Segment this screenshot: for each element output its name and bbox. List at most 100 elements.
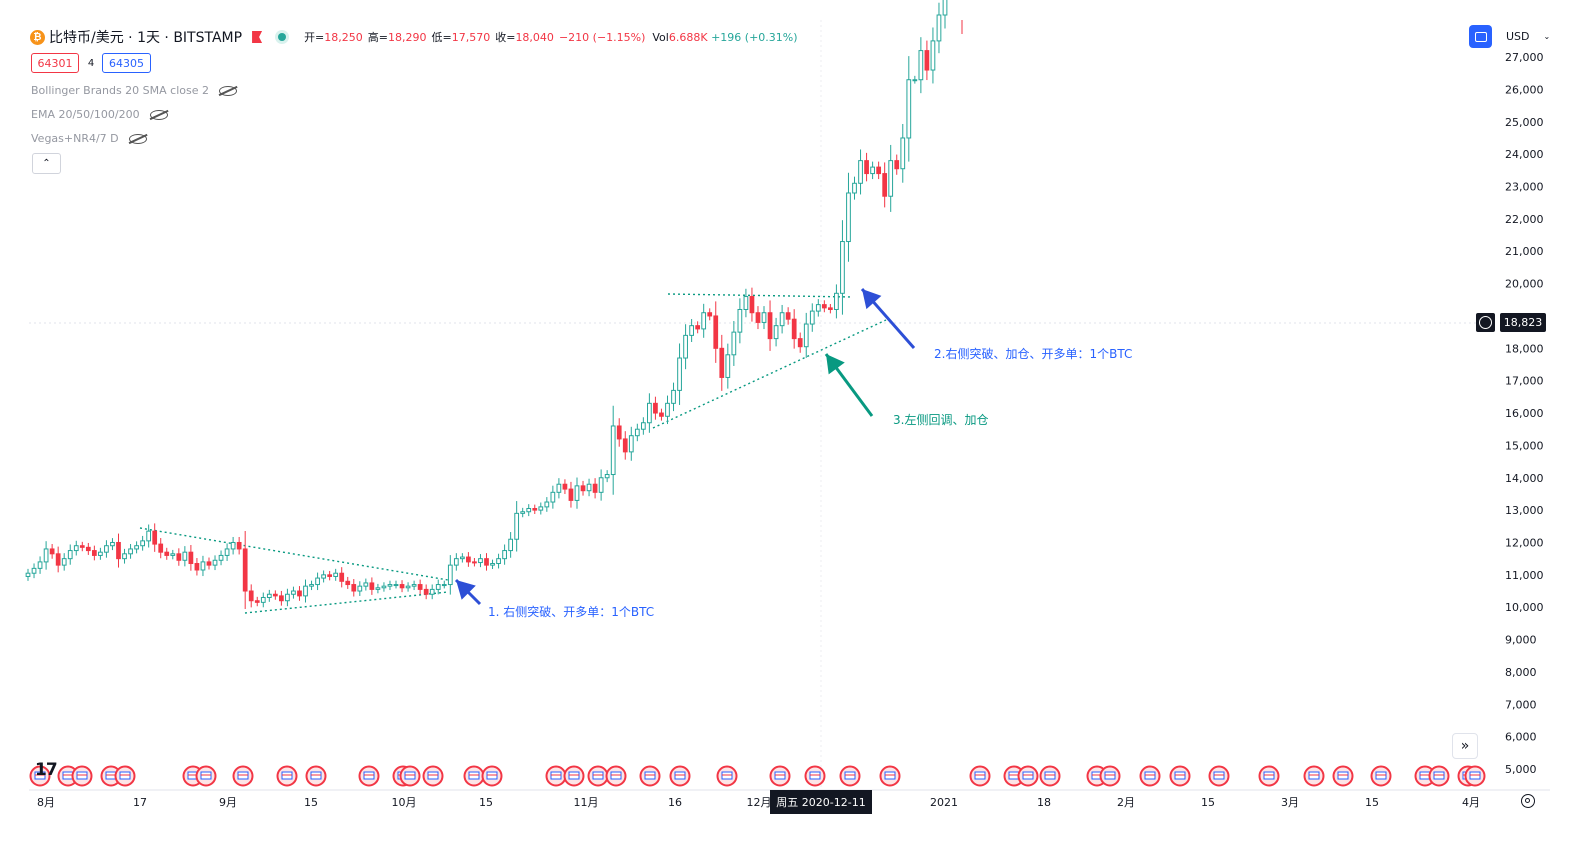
candle-body bbox=[170, 553, 176, 556]
candle bbox=[188, 544, 194, 571]
candle bbox=[459, 553, 465, 563]
candle-body bbox=[447, 564, 453, 586]
candle-body bbox=[556, 483, 562, 493]
candle-body bbox=[345, 580, 351, 586]
event-flag-icon bbox=[1303, 765, 1325, 787]
indicator-bollinger[interactable]: Bollinger Brands 20 SMA close 2 bbox=[31, 84, 237, 97]
candle-body bbox=[164, 551, 170, 556]
candle-body bbox=[429, 588, 435, 595]
scroll-to-realtime-button[interactable]: » bbox=[1452, 733, 1478, 759]
candle bbox=[266, 589, 272, 602]
candle bbox=[906, 56, 912, 162]
candle bbox=[508, 532, 514, 558]
candle-body bbox=[900, 137, 906, 170]
candle-body bbox=[206, 561, 212, 566]
candle-body bbox=[417, 584, 423, 590]
event-flag-icon bbox=[305, 765, 327, 787]
candle-body bbox=[779, 312, 785, 327]
candle bbox=[279, 590, 284, 606]
candle-body bbox=[236, 541, 242, 550]
event-flag-icon bbox=[639, 765, 661, 787]
event-flag-icon bbox=[1428, 765, 1450, 787]
trendline bbox=[667, 293, 853, 298]
candle bbox=[37, 556, 43, 574]
candle bbox=[737, 298, 743, 344]
flag-icon[interactable] bbox=[252, 31, 263, 43]
candle-body bbox=[43, 548, 49, 563]
candle-body bbox=[116, 541, 121, 560]
indicator-vegas[interactable]: Vegas+NR4/7 D bbox=[31, 132, 147, 145]
candle-body bbox=[894, 160, 900, 170]
tradingview-logo[interactable]: 17 bbox=[35, 760, 58, 780]
candle-body bbox=[876, 166, 882, 175]
candle-body bbox=[200, 561, 206, 571]
candle-body bbox=[303, 585, 308, 597]
sell-price-button[interactable]: 64301 bbox=[31, 53, 79, 73]
candle bbox=[604, 470, 610, 483]
candle bbox=[339, 567, 345, 588]
indicator-label: Bollinger Brands 20 SMA close 2 bbox=[31, 84, 209, 97]
eye-hidden-icon[interactable] bbox=[149, 109, 168, 120]
event-flag-icon bbox=[1332, 765, 1354, 787]
candle bbox=[864, 152, 869, 182]
indicator-label: EMA 20/50/100/200 bbox=[31, 108, 140, 121]
x-tick-label: 17 bbox=[133, 796, 147, 809]
x-axis: 8月 17 9月 15 10月 15 11月 16 12月 2021 18 2月 15 3月 15 4月 bbox=[37, 796, 1480, 809]
eye-hidden-icon[interactable] bbox=[128, 133, 147, 144]
y-tick-label: 13,000 bbox=[1505, 504, 1544, 517]
candle-body bbox=[140, 540, 145, 547]
event-flag-icon bbox=[587, 765, 609, 787]
candle-body bbox=[809, 310, 815, 325]
y-tick-label: 24,000 bbox=[1505, 148, 1544, 161]
candle-body bbox=[659, 412, 664, 417]
volume-readout: Vol6.688K +196 (+0.31%) bbox=[652, 30, 798, 44]
event-flag-icon bbox=[71, 765, 93, 787]
collapse-indicators-button[interactable]: ⌃ bbox=[32, 153, 61, 174]
candle-body bbox=[616, 425, 622, 440]
x-tick-label: 12月 bbox=[747, 796, 772, 809]
candle bbox=[852, 176, 857, 200]
candle-body bbox=[297, 590, 302, 597]
eye-hidden-icon[interactable] bbox=[219, 85, 237, 96]
x-tick-label: 2月 bbox=[1117, 796, 1135, 809]
candle-body bbox=[773, 325, 779, 340]
candle bbox=[351, 579, 357, 597]
sync-icon[interactable] bbox=[1469, 25, 1492, 48]
candle-body bbox=[224, 548, 230, 556]
candle-body bbox=[459, 556, 465, 560]
y-tick-label: 27,000 bbox=[1505, 51, 1544, 64]
candle-body bbox=[230, 541, 236, 550]
currency-select[interactable]: USD ⌄ bbox=[1498, 24, 1556, 48]
candle bbox=[671, 382, 676, 412]
candle-body bbox=[634, 428, 640, 437]
buy-price-button[interactable]: 64305 bbox=[102, 53, 151, 73]
candle bbox=[574, 477, 580, 509]
candle bbox=[381, 582, 387, 592]
candle-body bbox=[653, 402, 658, 414]
candle bbox=[550, 485, 556, 509]
gear-icon[interactable] bbox=[1521, 794, 1535, 808]
y-tick-label: 6,000 bbox=[1505, 731, 1537, 744]
candle-body bbox=[285, 593, 290, 602]
indicator-label: Vegas+NR4/7 D bbox=[31, 132, 119, 145]
grid bbox=[29, 20, 1550, 791]
candle-body bbox=[248, 590, 254, 602]
ohlc-high: 高=18,290 bbox=[367, 31, 427, 44]
event-flag-icon bbox=[545, 765, 567, 787]
indicator-ema[interactable]: EMA 20/50/100/200 bbox=[31, 108, 168, 121]
arrow-2 bbox=[860, 288, 916, 349]
candle bbox=[647, 393, 652, 433]
candle bbox=[399, 580, 405, 593]
candle-body bbox=[834, 292, 839, 310]
candle bbox=[242, 530, 248, 609]
candle-body bbox=[152, 530, 158, 545]
add-alert-icon[interactable] bbox=[1476, 313, 1495, 332]
candle-body bbox=[49, 548, 55, 555]
symbol-title[interactable]: 比特币/美元 · 1天 · BITSTAMP bbox=[49, 30, 243, 46]
event-flag-icon bbox=[1039, 765, 1061, 787]
candle-body bbox=[387, 584, 393, 587]
candle bbox=[785, 307, 791, 325]
candle bbox=[417, 579, 423, 595]
candle-body bbox=[936, 14, 942, 42]
